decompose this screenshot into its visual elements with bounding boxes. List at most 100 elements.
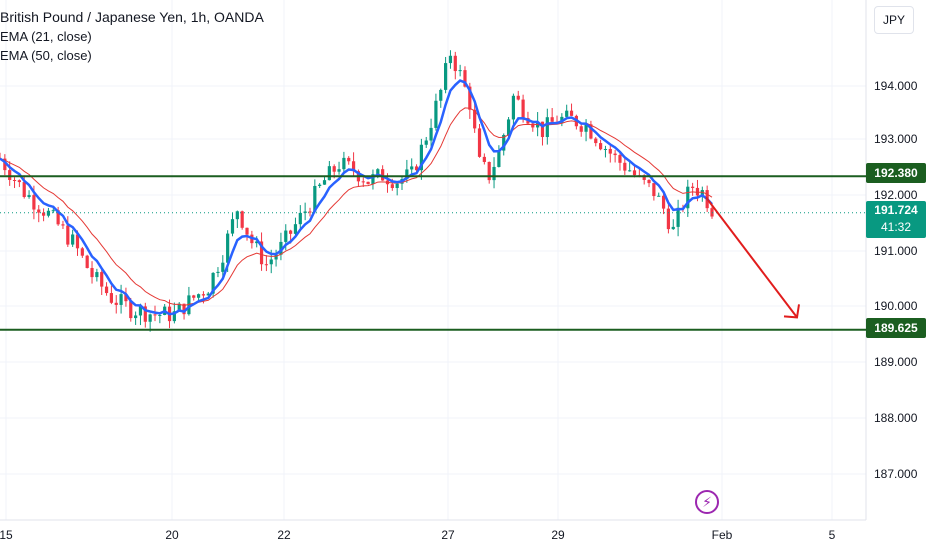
candle-body <box>598 143 603 150</box>
candle-body <box>361 181 365 183</box>
candle-body <box>487 161 491 181</box>
current-price-label: 191.724 41:32 <box>866 201 926 238</box>
time-tick: 22 <box>277 528 291 542</box>
candle-body <box>12 179 17 181</box>
candle-body <box>371 174 375 184</box>
ema50-line <box>0 107 713 307</box>
candle-body <box>80 248 84 256</box>
price-tick: 192.000 <box>874 188 918 202</box>
candle-body <box>550 117 554 122</box>
candle-body <box>444 63 448 90</box>
candle-body <box>540 121 545 138</box>
candle-body <box>594 138 598 144</box>
candle-body <box>41 212 46 216</box>
candle-body <box>104 286 109 294</box>
projection-arrow[interactable] <box>705 196 800 319</box>
candle-body <box>17 180 21 183</box>
time-tick: 15 <box>0 528 13 542</box>
candle-body <box>303 211 307 213</box>
candle-body <box>100 272 104 287</box>
candle-body <box>95 272 99 278</box>
candle-body <box>623 162 627 171</box>
candle-body <box>196 294 201 298</box>
candle-body <box>109 293 114 303</box>
candle-body <box>226 233 230 263</box>
candle-body <box>473 109 477 129</box>
candle-body <box>85 255 89 268</box>
candle-body <box>482 156 486 162</box>
candle-body <box>71 234 75 245</box>
candle-body <box>521 99 525 119</box>
candle-body <box>395 183 399 189</box>
price-tick: 193.000 <box>874 132 918 146</box>
ema21-legend[interactable]: EMA (21, close) <box>0 29 92 44</box>
candle-body <box>618 155 622 163</box>
candle-body <box>327 166 331 181</box>
candle-body <box>405 169 409 179</box>
candle-body <box>61 224 65 226</box>
candle-body <box>148 314 152 322</box>
price-tick: 188.000 <box>874 411 918 425</box>
time-axis[interactable]: 15 20 22 27 29 Feb 5 <box>0 520 866 550</box>
candle-body <box>545 117 549 138</box>
symbol-title[interactable]: British Pound / Japanese Yen, 1h, OANDA <box>0 9 264 25</box>
candle-body <box>279 241 283 255</box>
candle-body <box>158 314 162 316</box>
price-axis[interactable]: 194.000 193.000 192.000 191.000 190.000 … <box>866 0 932 520</box>
candle-body <box>143 306 147 322</box>
candle-body <box>332 166 336 172</box>
bar-countdown: 41:32 <box>880 220 912 234</box>
chart-legend: British Pound / Japanese Yen, 1h, OANDA … <box>0 8 264 65</box>
candle-body <box>342 157 346 170</box>
ema50-legend[interactable]: EMA (50, close) <box>0 48 92 63</box>
price-tick: 191.000 <box>874 244 918 258</box>
candle-body <box>318 184 322 186</box>
candle-body <box>676 207 680 227</box>
currency-button[interactable]: JPY <box>874 6 914 34</box>
candle-body <box>37 209 41 213</box>
candle-body <box>569 110 574 116</box>
candle-body <box>608 148 612 154</box>
candle-body <box>221 262 225 272</box>
support-price-label: 189.625 <box>866 318 926 338</box>
candle-body <box>32 195 36 210</box>
candle-body <box>51 210 55 212</box>
current-price-value: 191.724 <box>874 203 918 217</box>
candle-body <box>119 294 123 305</box>
idea-lightning-icon[interactable]: ⚡ <box>695 490 719 514</box>
candle-body <box>313 185 317 212</box>
candle-body <box>695 187 700 196</box>
price-tick: 194.000 <box>874 79 918 93</box>
candle-body <box>390 184 394 189</box>
candle-body <box>351 161 356 172</box>
candle-body <box>211 272 215 294</box>
candle-body <box>230 219 235 234</box>
candle-body <box>138 306 143 316</box>
candle-body <box>691 186 695 188</box>
candle-body <box>308 211 312 213</box>
candle-body <box>337 169 341 172</box>
candle-body <box>206 293 210 296</box>
candle-body <box>66 225 70 245</box>
candle-body <box>419 144 423 171</box>
price-tick: 189.000 <box>874 355 918 369</box>
candle-body <box>671 226 675 230</box>
candle-body <box>153 314 157 316</box>
time-tick: 20 <box>165 528 179 542</box>
candle-body <box>502 134 506 151</box>
candle-body <box>642 175 646 180</box>
candle-body <box>700 190 704 196</box>
candle-body <box>134 315 138 319</box>
candle-body <box>657 195 661 197</box>
candle-body <box>628 170 632 172</box>
resistance-price-label: 192.380 <box>866 163 926 183</box>
candle-body <box>274 254 278 260</box>
candle-body <box>129 301 133 319</box>
ema21-line <box>0 79 713 316</box>
time-tick: Feb <box>711 528 733 542</box>
candle-body <box>589 124 593 139</box>
candle-body <box>22 182 26 197</box>
candle-body <box>448 55 453 64</box>
candle-body <box>172 311 176 322</box>
